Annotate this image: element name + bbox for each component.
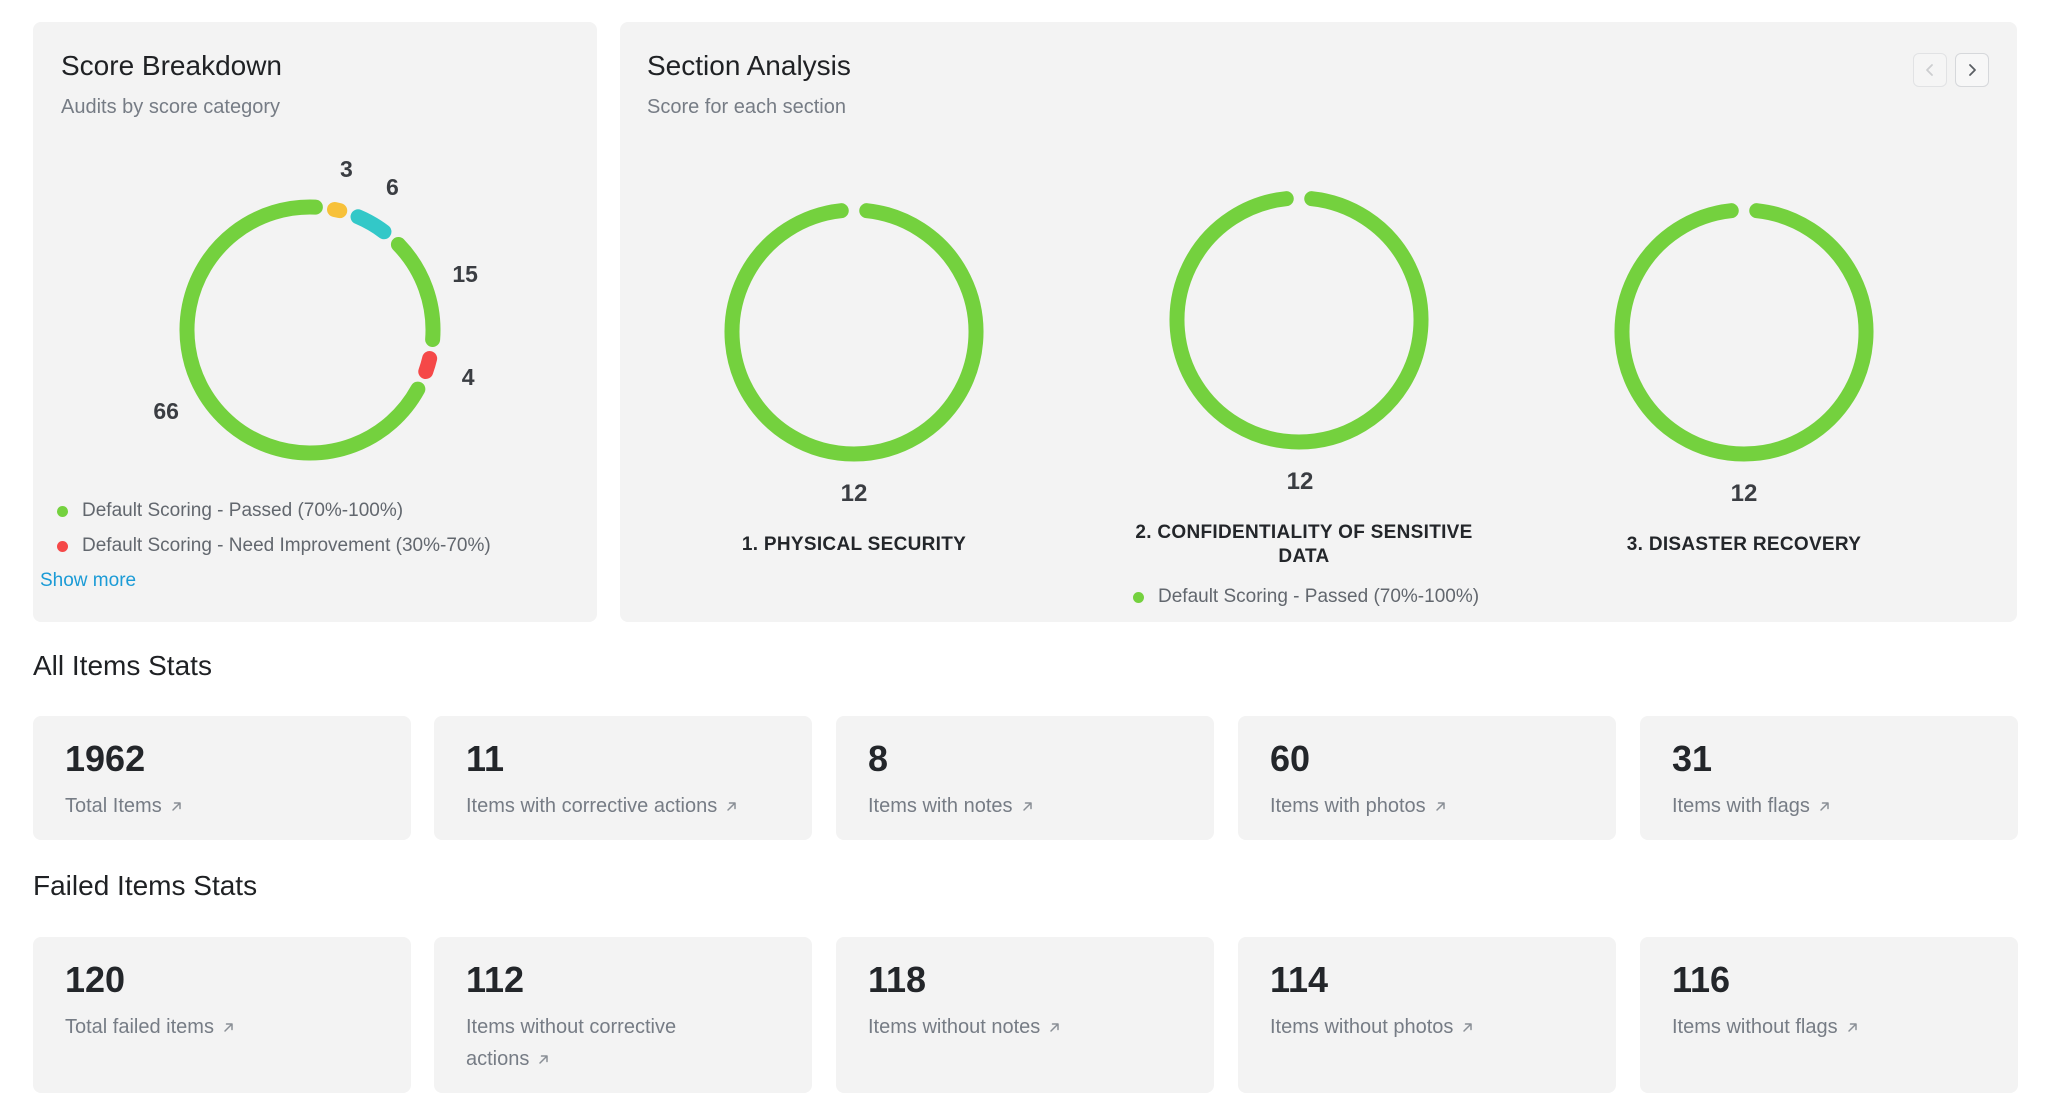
previous-button[interactable] <box>1913 53 1947 87</box>
stat-label: Items without flags <box>1672 1011 1972 1043</box>
section-ring-arc[interactable] <box>724 203 984 462</box>
donut-segment-2[interactable] <box>390 237 441 347</box>
failed-items-stats-heading: Failed Items Stats <box>33 870 258 901</box>
stat-label-text: Items without corrective actions <box>466 1016 677 1070</box>
arrow-up-right-icon <box>539 1055 549 1064</box>
stat-label-text: Items without photos <box>1270 1016 1454 1038</box>
stat-label-text: Items with notes <box>868 795 1013 817</box>
stat-label: Items with photos <box>1270 790 1570 822</box>
stat-card-total-items[interactable]: 1962 Total Items <box>33 716 411 840</box>
stat-label: Total failed items <box>65 1011 365 1043</box>
section-label: 3. DISASTER RECOVERY <box>1626 534 1862 555</box>
donut-segment-4[interactable] <box>179 199 426 461</box>
score-breakdown-title: Score Breakdown <box>61 50 283 81</box>
show-more-link[interactable]: Show more <box>40 570 137 591</box>
legend-item-passed[interactable]: Default Scoring - Passed (70%-100%) <box>57 500 403 522</box>
stat-card-photos[interactable]: 60 Items with photos <box>1238 716 1616 840</box>
legend-item-passed[interactable]: Default Scoring - Passed (70%-100%) <box>1133 586 1479 608</box>
donut-segment-1[interactable] <box>350 209 392 240</box>
section-label: 2. CONFIDENTIALITY OF SENSITIVE DATA <box>1135 522 1473 567</box>
stat-value: 1962 <box>65 738 146 779</box>
stat-label: Items without photos <box>1270 1011 1570 1043</box>
arrow-up-right-icon <box>1022 802 1032 811</box>
score-breakdown-subtitle: Audits by score category <box>61 96 280 118</box>
stat-value: 112 <box>466 959 525 1000</box>
section-ring-disaster-recovery <box>1614 203 1874 462</box>
chevron-left-icon <box>1926 64 1933 76</box>
legend-label-passed: Default Scoring - Passed (70%-100%) <box>1158 586 1480 607</box>
donut-segment-0[interactable] <box>327 201 348 219</box>
stat-value: 118 <box>868 959 927 1000</box>
stat-value: 120 <box>65 959 126 1000</box>
stat-label: Items with notes <box>868 790 1168 822</box>
stat-card-total-failed-items[interactable]: 120 Total failed items <box>33 937 411 1093</box>
donut-data-label: 66 <box>153 398 179 424</box>
donut-data-label: 3 <box>340 156 353 182</box>
donut-data-label: 6 <box>386 174 399 200</box>
score-breakdown-donut-chart: 3 6 15 4 66 <box>153 156 478 461</box>
section-analysis-subtitle: Score for each section <box>647 96 846 118</box>
arrow-up-right-icon <box>727 802 736 811</box>
stat-value: 60 <box>1270 738 1311 779</box>
section-ring-arc[interactable] <box>1169 191 1429 450</box>
section-label: 1. PHYSICAL SECURITY <box>741 534 967 555</box>
stat-label-text: Items without flags <box>1672 1016 1838 1038</box>
section-count: 12 <box>1730 480 1758 507</box>
stat-label: Items with flags <box>1672 790 1972 822</box>
arrow-up-right-icon <box>1435 802 1445 811</box>
stat-card-without-corrective-actions[interactable]: 112 Items without corrective actions <box>434 937 812 1093</box>
stat-label-text: Items without notes <box>868 1016 1041 1038</box>
stat-card-without-photos[interactable]: 114 Items without photos <box>1238 937 1616 1093</box>
stat-value: 8 <box>868 738 889 779</box>
stat-value: 11 <box>466 738 505 779</box>
arrow-up-right-icon <box>1847 1023 1857 1032</box>
stat-label: Total Items <box>65 790 365 822</box>
legend-label-need-improvement: Default Scoring - Need Improvement (30%-… <box>82 535 491 556</box>
stat-card-without-flags[interactable]: 116 Items without flags <box>1640 937 2018 1093</box>
stat-label: Items with corrective actions <box>466 790 796 822</box>
stat-card-flags[interactable]: 31 Items with flags <box>1640 716 2018 840</box>
stat-label-text: Items with flags <box>1672 795 1810 817</box>
stat-card-corrective-actions[interactable]: 11 Items with corrective actions <box>434 716 812 840</box>
all-items-stats-heading: All Items Stats <box>33 650 212 681</box>
stat-card-without-notes[interactable]: 118 Items without notes <box>836 937 1214 1093</box>
arrow-up-right-icon <box>1820 802 1829 811</box>
stat-card-notes[interactable]: 8 Items with notes <box>836 716 1214 840</box>
stat-label: Items without corrective actions <box>466 1011 736 1075</box>
arrow-up-right-icon <box>1050 1023 1060 1032</box>
stat-value: 31 <box>1672 738 1713 779</box>
legend-dot-passed <box>57 505 68 517</box>
stat-label: Items without notes <box>868 1011 1168 1043</box>
section-count: 12 <box>840 480 868 507</box>
score-breakdown-card: Score Breakdown Audits by score category… <box>33 22 597 622</box>
arrow-up-right-icon <box>224 1023 233 1032</box>
legend-item-need-improvement[interactable]: Default Scoring - Need Improvement (30%-… <box>57 535 491 557</box>
section-ring-physical-security <box>724 203 984 462</box>
arrow-up-right-icon <box>1463 1023 1473 1032</box>
section-analysis-title: Section Analysis <box>647 50 851 81</box>
section-count: 12 <box>1286 468 1314 495</box>
donut-data-label: 4 <box>462 364 475 390</box>
legend-dot-passed <box>1133 591 1144 603</box>
stat-value: 114 <box>1270 959 1329 1000</box>
section-analysis-card: Section Analysis Score for each section … <box>620 22 2017 622</box>
legend-dot-need-improvement <box>57 540 68 552</box>
stat-label-text: Total failed items <box>65 1016 214 1038</box>
next-button[interactable] <box>1955 53 1989 87</box>
arrow-up-right-icon <box>171 802 181 811</box>
legend-label-passed: Default Scoring - Passed (70%-100%) <box>82 500 404 521</box>
stat-label-text: Total Items <box>65 795 162 817</box>
chevron-right-icon <box>1969 64 1976 76</box>
donut-data-label: 15 <box>452 261 478 287</box>
stat-label-text: Items with photos <box>1270 795 1426 817</box>
donut-segment-3[interactable] <box>418 351 438 380</box>
stat-label-text: Items with corrective actions <box>466 795 718 817</box>
section-ring-confidentiality <box>1169 191 1429 450</box>
section-ring-arc[interactable] <box>1614 203 1874 462</box>
stat-value: 116 <box>1672 959 1731 1000</box>
